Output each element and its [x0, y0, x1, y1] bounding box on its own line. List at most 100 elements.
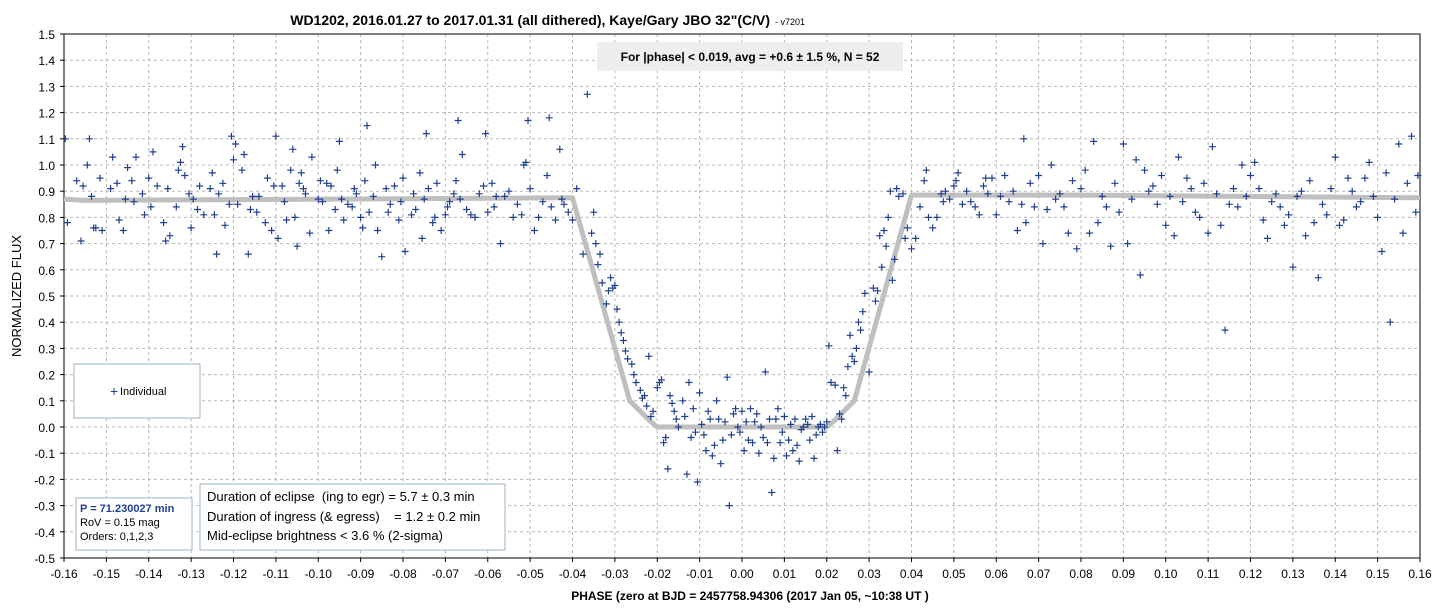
data-point	[1030, 203, 1038, 211]
data-point	[740, 447, 748, 455]
data-point	[569, 216, 576, 224]
data-point	[164, 185, 172, 193]
data-point	[874, 287, 882, 295]
data-point	[1162, 221, 1170, 229]
data-point	[780, 413, 788, 420]
y-tick-label: 0.9	[38, 185, 55, 199]
data-point	[280, 198, 288, 206]
data-point	[1382, 169, 1390, 177]
data-point	[408, 211, 415, 219]
data-point	[643, 402, 651, 410]
period-text: P = 71.230027 min	[80, 503, 175, 515]
grid	[63, 33, 1421, 559]
y-tick-label: 0.2	[38, 369, 55, 383]
data-point	[850, 358, 858, 365]
data-point	[308, 153, 316, 161]
data-point	[791, 415, 799, 423]
data-point	[261, 219, 269, 227]
data-point	[628, 360, 636, 368]
data-point	[147, 203, 155, 211]
data-point	[763, 439, 771, 447]
data-point	[696, 389, 704, 397]
data-point	[1111, 179, 1119, 187]
data-point	[922, 166, 930, 174]
x-tick-label: -0.09	[347, 567, 375, 581]
data-point	[738, 407, 746, 415]
data-point	[1196, 213, 1204, 221]
data-point	[323, 179, 331, 187]
data-point	[958, 200, 966, 208]
x-tick-label: 0.11	[1197, 567, 1220, 581]
data-point	[997, 192, 1004, 200]
data-point	[1280, 221, 1288, 229]
data-point	[916, 203, 924, 211]
data-point	[340, 216, 348, 224]
x-tick-label: -0.02	[644, 567, 672, 581]
data-point	[263, 174, 271, 182]
data-point	[153, 182, 161, 190]
data-point	[463, 206, 471, 213]
data-point	[287, 166, 295, 174]
x-tick-label: 0.06	[985, 567, 1009, 581]
data-point	[539, 198, 547, 206]
data-point	[859, 308, 867, 316]
data-point	[967, 198, 975, 206]
data-point	[939, 198, 947, 206]
data-point	[412, 206, 420, 213]
data-point	[963, 187, 971, 195]
data-point	[518, 211, 526, 219]
data-point	[230, 156, 237, 164]
chart-title: WD1202, 2016.01.27 to 2017.01.31 (all di…	[290, 12, 770, 28]
data-point	[836, 410, 843, 418]
data-point	[1268, 198, 1276, 206]
data-point	[1047, 161, 1055, 169]
x-tick-label: -0.13	[177, 567, 205, 581]
y-tick-label: 1.5	[38, 28, 55, 42]
x-tick-label: -0.06	[474, 567, 502, 581]
data-point	[838, 415, 846, 423]
data-point	[715, 415, 723, 423]
data-point	[588, 229, 596, 237]
data-point	[812, 431, 820, 439]
data-point	[971, 203, 979, 211]
data-point	[1077, 185, 1085, 193]
data-point	[734, 423, 742, 431]
data-point	[605, 287, 612, 295]
data-point	[721, 418, 729, 426]
data-point	[1064, 229, 1072, 237]
data-point	[768, 489, 776, 496]
data-point	[552, 216, 559, 224]
data-point	[509, 213, 517, 221]
data-point	[369, 192, 377, 200]
data-point	[488, 179, 496, 187]
data-point	[755, 449, 763, 457]
data-point	[821, 423, 829, 431]
data-point	[683, 470, 691, 478]
data-point	[1378, 248, 1386, 255]
data-point	[128, 177, 136, 185]
data-point	[903, 224, 911, 232]
data-point	[325, 227, 333, 234]
data-point	[238, 166, 246, 174]
data-point	[891, 255, 899, 263]
data-point	[497, 240, 504, 248]
data-point	[825, 342, 833, 350]
data-point	[901, 234, 909, 242]
y-tick-label: -0.3	[34, 500, 55, 514]
data-point	[189, 195, 197, 203]
x-tick-label: 0.13	[1281, 567, 1305, 581]
data-point	[846, 331, 854, 339]
data-point	[852, 344, 860, 352]
data-point	[725, 502, 733, 510]
rov-text: RoV = 0.15 mag	[80, 517, 160, 529]
data-point	[1009, 187, 1017, 195]
data-point	[1090, 137, 1098, 145]
data-point	[1166, 192, 1174, 200]
data-point	[742, 418, 750, 426]
data-point	[573, 185, 581, 193]
data-point	[1043, 206, 1051, 213]
data-point	[1225, 200, 1233, 208]
orders-text: Orders: 0,1,2,3	[80, 531, 153, 543]
data-point	[441, 211, 449, 219]
